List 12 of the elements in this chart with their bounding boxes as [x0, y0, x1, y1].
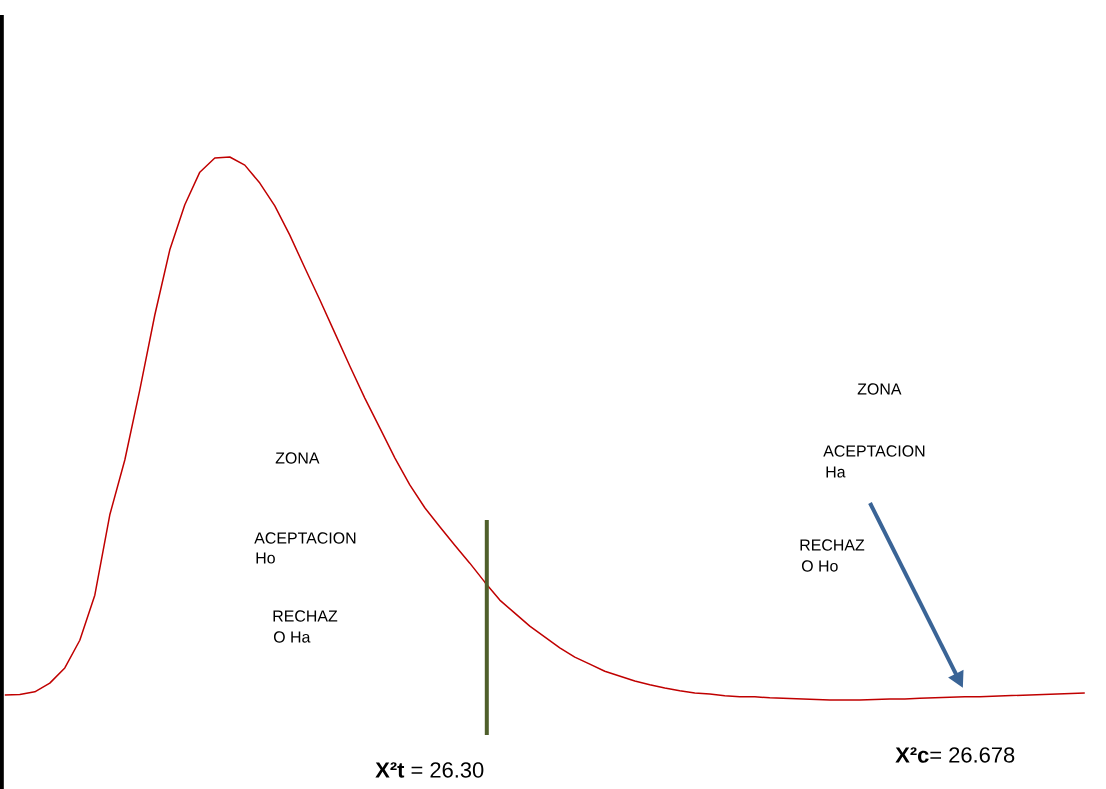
annotation: ACEPTACION — [823, 445, 925, 457]
text: X²t = 26.30 — [375, 762, 484, 778]
annotation: O Ho — [801, 560, 838, 572]
annotation: RECHAZ — [800, 539, 865, 551]
annotation: ZONA — [857, 383, 902, 395]
annotation: Ho — [256, 552, 275, 564]
annotation: ZONA — [275, 452, 320, 464]
annotation: O Ha — [273, 631, 311, 643]
annotation: Ha — [826, 466, 846, 478]
annotation: ACEPTACION — [254, 532, 356, 544]
annotation: RECHAZ — [273, 610, 338, 622]
text: X²c= 26.678 — [895, 747, 1015, 763]
